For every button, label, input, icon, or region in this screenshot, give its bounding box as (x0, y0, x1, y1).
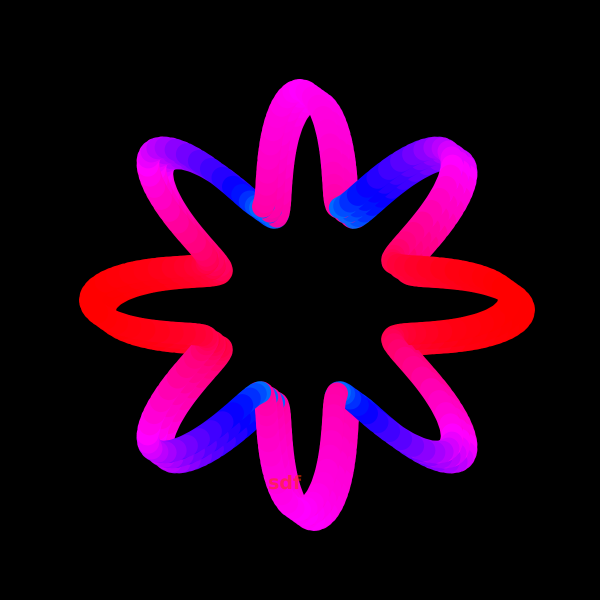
ribbon-segment (497, 282, 521, 315)
